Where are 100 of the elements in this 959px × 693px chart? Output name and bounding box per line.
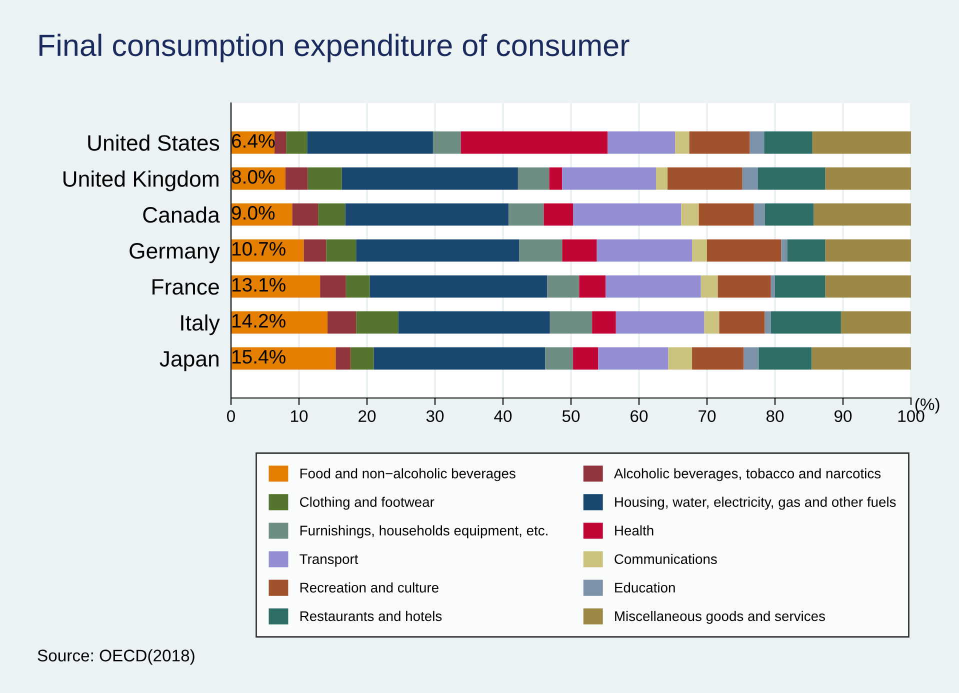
bar xyxy=(307,131,433,154)
bar xyxy=(787,239,826,262)
bar xyxy=(320,275,346,298)
bar xyxy=(812,131,911,154)
x-tick-label: 30 xyxy=(426,410,444,422)
bar xyxy=(770,311,841,334)
bar xyxy=(579,275,606,298)
bar xyxy=(825,167,911,190)
bar xyxy=(304,239,326,262)
bar xyxy=(814,203,911,226)
bar xyxy=(350,347,374,370)
y-tick-label: United States xyxy=(88,134,220,151)
bar xyxy=(460,131,608,154)
legend-label: Recreation and culture xyxy=(300,582,438,593)
bar xyxy=(308,167,342,190)
bar xyxy=(825,239,911,262)
bar xyxy=(549,167,562,190)
x-tick-label: 60 xyxy=(630,410,648,422)
data-label: 8.0% xyxy=(232,170,275,184)
bar xyxy=(698,203,754,226)
bar xyxy=(689,131,750,154)
bar xyxy=(596,239,692,262)
bar xyxy=(742,167,758,190)
bar xyxy=(274,131,286,154)
x-tick-label: 50 xyxy=(562,410,580,422)
bar xyxy=(606,275,701,298)
bar xyxy=(550,311,592,334)
bar xyxy=(592,311,616,334)
x-tick-label: 90 xyxy=(834,410,852,422)
legend-label: Furnishings, households equipment, etc. xyxy=(300,525,548,538)
bar xyxy=(519,239,562,262)
bar xyxy=(508,203,544,226)
legend-label: Miscellaneous goods and services xyxy=(615,610,825,624)
bar xyxy=(781,239,788,262)
data-label: 13.1% xyxy=(232,278,286,292)
data-label: 9.0% xyxy=(232,206,275,220)
legend-label: Communications xyxy=(614,554,717,564)
bar xyxy=(346,275,370,298)
x-tick-label: 20 xyxy=(358,410,376,422)
bar xyxy=(675,131,690,154)
bar xyxy=(562,239,597,262)
bar xyxy=(825,275,911,298)
y-tick-label: United Kingdom xyxy=(63,170,218,192)
bar xyxy=(547,275,580,298)
bar xyxy=(326,239,356,262)
bar xyxy=(285,167,308,190)
bar xyxy=(764,311,771,334)
bar xyxy=(374,347,546,370)
bar xyxy=(545,347,574,370)
y-tick-label: Germany xyxy=(130,243,220,264)
bar xyxy=(336,347,351,370)
y-tick-label: France xyxy=(152,279,219,295)
chart-title: Final consumption expenditure of consumer xyxy=(40,34,630,62)
x-tick-label: 70 xyxy=(698,410,716,422)
bar xyxy=(345,203,508,226)
data-label: 15.4% xyxy=(232,350,286,364)
bar xyxy=(356,239,520,262)
bar xyxy=(544,203,574,226)
bar xyxy=(573,203,682,226)
bar xyxy=(518,167,550,190)
legend-label: Alcoholic beverages, tobacco and narcotics xyxy=(614,468,881,482)
legend-label: Housing, water, electricity, gas and other fuels xyxy=(615,496,896,510)
bar xyxy=(707,239,782,262)
legend-label: Transport xyxy=(300,554,358,567)
bar xyxy=(292,203,318,226)
bar xyxy=(718,275,771,298)
legend-label: Health xyxy=(615,525,654,536)
bar xyxy=(692,347,744,370)
y-tick-label: Canada xyxy=(143,206,220,223)
x-tick-label: 10 xyxy=(291,410,308,422)
bar xyxy=(318,203,346,226)
bar xyxy=(616,311,704,334)
bar xyxy=(758,167,826,190)
bar xyxy=(704,311,720,334)
bar xyxy=(750,131,764,154)
bar xyxy=(573,347,598,370)
legend-label: Clothing and footwear xyxy=(300,496,434,510)
y-tick-label: Japan xyxy=(160,351,218,372)
bar xyxy=(754,203,765,226)
bar xyxy=(656,167,668,190)
legend-label: Education xyxy=(615,582,675,593)
bar xyxy=(342,167,518,190)
x-tick-label: 80 xyxy=(766,410,784,422)
bar xyxy=(770,275,775,298)
bar xyxy=(370,275,548,298)
bar xyxy=(398,311,550,334)
bar xyxy=(432,131,461,154)
bar xyxy=(775,275,826,298)
bar xyxy=(764,203,814,226)
bar xyxy=(681,203,699,226)
bar xyxy=(764,131,812,154)
bar xyxy=(286,131,308,154)
bar xyxy=(668,347,692,370)
bar xyxy=(668,167,742,190)
bar xyxy=(719,311,765,334)
bar xyxy=(692,239,707,262)
data-label: 6.4% xyxy=(232,134,275,148)
y-tick-label: Italy xyxy=(181,314,220,336)
bar xyxy=(598,347,668,370)
bar xyxy=(744,347,759,370)
